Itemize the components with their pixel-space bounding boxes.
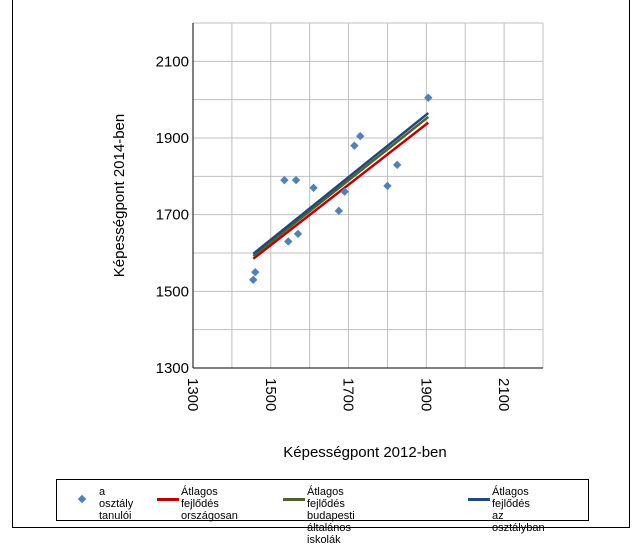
data-point xyxy=(309,183,318,193)
x-tick-label: 2100 xyxy=(495,378,512,411)
y-tick-label: 1700 xyxy=(156,207,189,224)
data-point xyxy=(350,141,359,150)
y-tick-label: 1300 xyxy=(156,360,189,377)
x-tick-label: 1900 xyxy=(417,378,434,411)
grid xyxy=(192,22,544,369)
legend-label: Átlagos fejlődés országosan xyxy=(181,486,238,522)
y-tick-labels: 1300 1500 1700 1900 2100 xyxy=(156,53,189,377)
scatter-chart: 1300 1500 1700 1900 2100 1300 1500 1700 1900 210… xyxy=(111,22,544,461)
data-point xyxy=(340,187,349,196)
red-line-icon xyxy=(157,498,179,501)
blue-line-icon xyxy=(468,498,490,501)
legend-label: a osztály tanulói xyxy=(99,486,134,522)
green-line-icon xyxy=(283,498,305,501)
data-point xyxy=(280,175,289,185)
data-point xyxy=(251,267,260,277)
x-tick-labels: 1300 1500 1700 1900 2100 xyxy=(184,378,512,411)
y-tick-label: 1900 xyxy=(156,130,189,147)
x-axis-title: Képességpont 2012-ben xyxy=(283,444,446,461)
diamond-marker-icon xyxy=(77,494,87,504)
data-point xyxy=(249,275,258,285)
trend-line-3 xyxy=(252,112,430,255)
x-tick-label: 1500 xyxy=(262,378,279,411)
data-point xyxy=(383,181,392,191)
x-tick-label: 1300 xyxy=(184,378,201,411)
trend-line-1 xyxy=(252,121,430,260)
legend-label: Átlagos fejlődés budapesti általános isk… xyxy=(307,486,355,546)
data-point xyxy=(293,229,303,239)
y-axis-title: Képességpont 2014-ben xyxy=(111,114,128,277)
legend: a osztály tanulói Átlagos fejlődés orszá… xyxy=(56,479,589,546)
data-point xyxy=(356,131,365,141)
data-point xyxy=(424,93,433,102)
y-tick-label: 2100 xyxy=(156,53,189,70)
data-point xyxy=(392,160,402,170)
legend-label: Átlagos fejlődés az osztályban xyxy=(492,486,545,534)
x-tick-label: 1700 xyxy=(340,378,357,411)
data-point xyxy=(334,206,344,216)
series-layer xyxy=(249,93,433,285)
data-point xyxy=(291,175,301,185)
trend-line-2 xyxy=(252,115,430,258)
data-point xyxy=(284,237,293,246)
chart-frame xyxy=(12,0,630,528)
y-tick-label: 1500 xyxy=(156,283,189,300)
